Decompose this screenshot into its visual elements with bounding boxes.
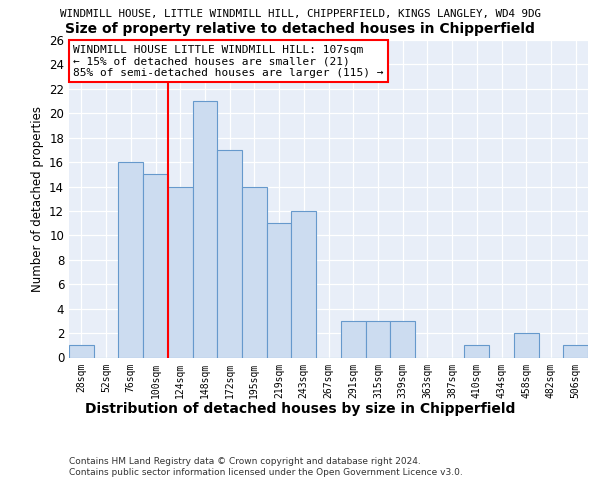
Bar <box>390 321 415 358</box>
Bar <box>193 101 217 357</box>
Y-axis label: Number of detached properties: Number of detached properties <box>31 106 44 292</box>
Bar <box>168 186 193 358</box>
Bar <box>143 174 168 358</box>
Bar <box>341 321 365 358</box>
Text: Contains HM Land Registry data © Crown copyright and database right 2024.
Contai: Contains HM Land Registry data © Crown c… <box>69 458 463 477</box>
Bar <box>242 186 267 358</box>
Bar <box>292 211 316 358</box>
Bar <box>118 162 143 358</box>
Text: WINDMILL HOUSE, LITTLE WINDMILL HILL, CHIPPERFIELD, KINGS LANGLEY, WD4 9DG: WINDMILL HOUSE, LITTLE WINDMILL HILL, CH… <box>59 9 541 19</box>
Bar <box>267 223 292 358</box>
Bar <box>514 333 539 357</box>
Bar <box>365 321 390 358</box>
Text: WINDMILL HOUSE LITTLE WINDMILL HILL: 107sqm
← 15% of detached houses are smaller: WINDMILL HOUSE LITTLE WINDMILL HILL: 107… <box>73 45 383 78</box>
Bar <box>464 346 489 358</box>
Text: Size of property relative to detached houses in Chipperfield: Size of property relative to detached ho… <box>65 22 535 36</box>
Bar <box>217 150 242 358</box>
Bar <box>69 346 94 358</box>
Text: Distribution of detached houses by size in Chipperfield: Distribution of detached houses by size … <box>85 402 515 416</box>
Bar <box>563 346 588 358</box>
